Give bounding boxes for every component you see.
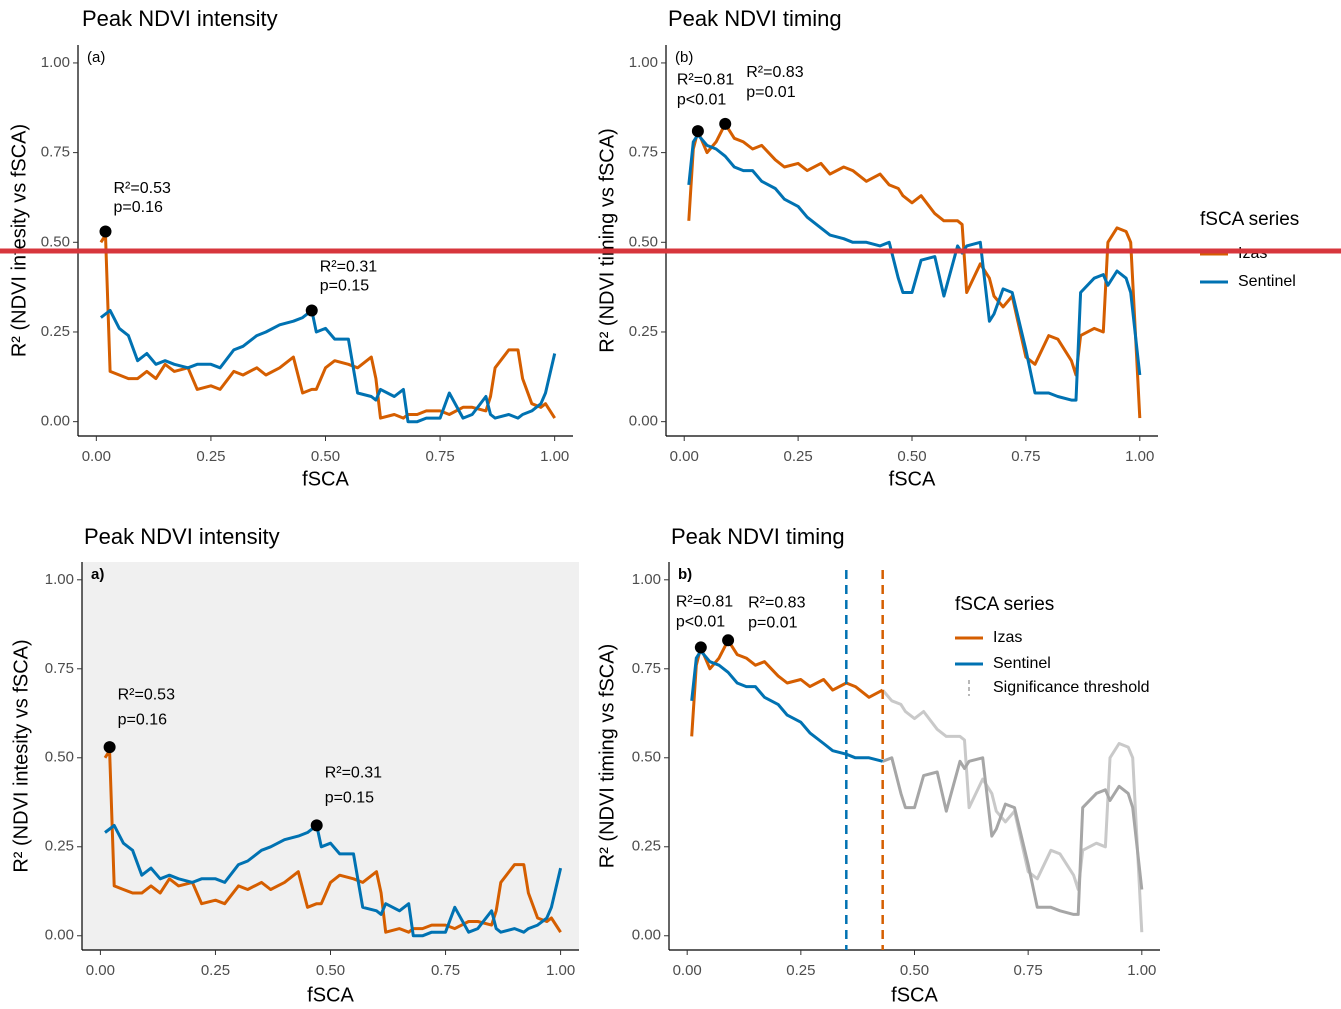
annotation: R²=0.81: [676, 594, 733, 611]
x-axis-title: fSCA: [307, 984, 354, 1006]
highlight-point: [722, 634, 735, 647]
x-tick-label: 0.00: [673, 962, 702, 979]
y-tick-label: 0.75: [629, 144, 658, 161]
annotation: p=0.15: [320, 278, 369, 295]
legend-label: Izas: [1238, 245, 1267, 262]
annotation: R²=0.83: [748, 595, 805, 612]
y-tick-label: 0.25: [629, 323, 658, 340]
x-tick-label: 1.00: [1125, 448, 1154, 465]
x-tick-label: 0.00: [86, 962, 115, 979]
chart-title: Peak NDVI timing: [668, 6, 842, 31]
annotation: R²=0.31: [320, 259, 377, 276]
highlight-point: [103, 741, 116, 754]
x-tick-label: 0.50: [897, 448, 926, 465]
x-axis-title: fSCA: [891, 984, 938, 1006]
legend-title: fSCA series: [1200, 209, 1299, 230]
highlight-point: [694, 641, 707, 654]
panel-label: b): [678, 566, 692, 583]
legend-label: Sentinel: [1238, 273, 1296, 290]
y-tick-label: 0.75: [41, 144, 70, 161]
x-tick-label: 1.00: [1127, 962, 1156, 979]
legend-title: fSCA series: [955, 594, 1054, 615]
x-tick-label: 0.75: [1014, 962, 1043, 979]
annotation: R²=0.53: [114, 180, 171, 197]
faded-line: [882, 756, 1144, 916]
legend-label: Sentinel: [993, 655, 1051, 672]
annotation: p<0.01: [676, 614, 725, 631]
x-tick-label: 1.00: [540, 448, 569, 465]
series-line: [103, 749, 562, 934]
faded-line: [881, 689, 1144, 933]
y-tick-label: 1.00: [45, 571, 74, 588]
y-tick-label: 0.25: [632, 838, 661, 855]
series-line: [687, 133, 1142, 402]
y-axis-title: R² (NDVI timing vs fSCA): [596, 128, 618, 352]
series-line: [690, 638, 884, 737]
series-line: [104, 823, 563, 938]
annotation: p=0.16: [118, 711, 167, 728]
series-line: [99, 233, 556, 420]
y-tick-label: 0.75: [45, 660, 74, 677]
highlight-point: [719, 117, 732, 130]
series-line: [687, 122, 1142, 419]
x-tick-label: 0.75: [431, 962, 460, 979]
x-tick-label: 0.25: [784, 448, 813, 465]
highlight-point: [99, 225, 112, 238]
annotation: p=0.15: [325, 790, 374, 807]
x-tick-label: 0.25: [196, 448, 225, 465]
x-tick-label: 0.00: [670, 448, 699, 465]
y-tick-label: 1.00: [41, 54, 70, 71]
y-tick-label: 1.00: [629, 54, 658, 71]
y-tick-label: 0.00: [629, 413, 658, 430]
x-tick-label: 0.00: [82, 448, 111, 465]
y-tick-label: 1.00: [632, 571, 661, 588]
annotation: R²=0.81: [677, 71, 734, 88]
chart-title: Peak NDVI intensity: [84, 524, 280, 549]
x-tick-label: 0.50: [311, 448, 340, 465]
x-axis-title: fSCA: [889, 468, 936, 490]
panel-label: (a): [87, 49, 105, 66]
y-tick-label: 0.50: [629, 233, 658, 250]
panel-label: (b): [675, 49, 693, 66]
highlight-point: [310, 819, 323, 832]
highlight-point: [305, 304, 318, 317]
annotation: p=0.16: [114, 199, 163, 216]
x-tick-label: 0.25: [201, 962, 230, 979]
annotation: R²=0.83: [746, 64, 803, 81]
x-axis-title: fSCA: [302, 468, 349, 490]
x-tick-label: 1.00: [546, 962, 575, 979]
y-tick-label: 0.50: [45, 749, 74, 766]
y-tick-label: 0.75: [632, 660, 661, 677]
chart-title: Peak NDVI timing: [671, 524, 845, 549]
chart-title: Peak NDVI intensity: [82, 6, 278, 31]
y-tick-label: 0.50: [632, 749, 661, 766]
x-tick-label: 0.50: [316, 962, 345, 979]
legend-label: Izas: [993, 629, 1022, 646]
series-line: [99, 308, 557, 424]
legend-label: Significance threshold: [993, 679, 1150, 696]
annotation: R²=0.53: [118, 686, 175, 703]
x-tick-label: 0.75: [425, 448, 454, 465]
y-axis-title: R² (NDVI timing vs fSCA): [596, 644, 618, 868]
y-axis-title: R² (NDVI intesity vs fSCA): [8, 124, 30, 357]
x-tick-label: 0.50: [900, 962, 929, 979]
y-tick-label: 0.50: [41, 233, 70, 250]
panel-label: a): [91, 566, 104, 583]
x-tick-label: 0.25: [786, 962, 815, 979]
y-tick-label: 0.25: [45, 838, 74, 855]
series-line: [690, 649, 884, 763]
y-tick-label: 0.00: [45, 927, 74, 944]
annotation: p=0.01: [746, 84, 795, 101]
y-tick-label: 0.00: [632, 927, 661, 944]
highlight-point: [691, 125, 704, 138]
annotation: p<0.01: [677, 91, 726, 108]
y-tick-label: 0.25: [41, 323, 70, 340]
x-tick-label: 0.75: [1011, 448, 1040, 465]
y-tick-label: 0.00: [41, 413, 70, 430]
annotation: R²=0.31: [325, 765, 382, 782]
y-axis-title: R² (NDVI intesity vs fSCA): [10, 639, 32, 872]
annotation: p=0.01: [748, 615, 797, 632]
